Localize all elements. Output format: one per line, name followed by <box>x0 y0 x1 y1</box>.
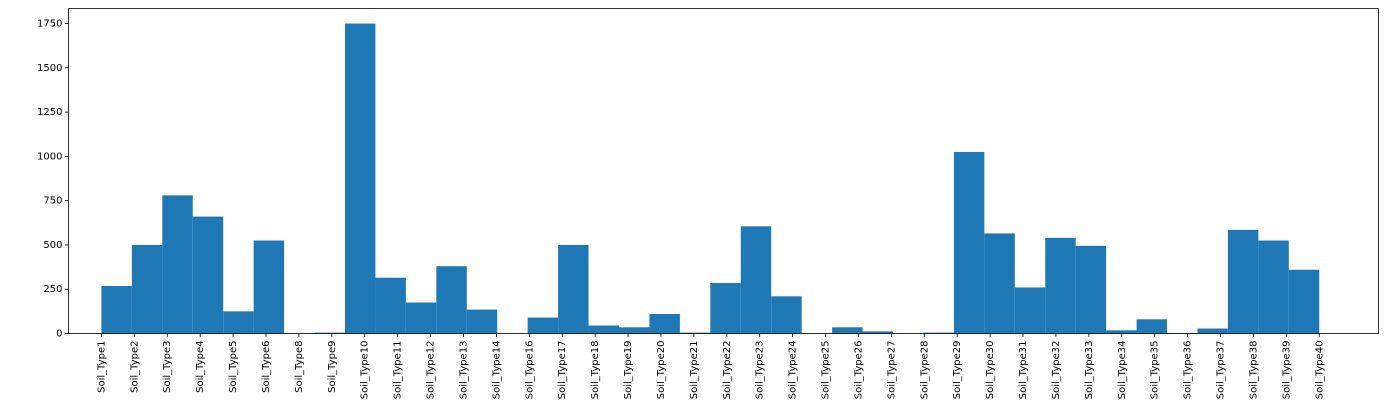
y-tick-label: 1000 <box>37 151 62 162</box>
bar <box>131 244 163 334</box>
x-tick-label: Soil_Type14 <box>491 341 502 400</box>
y-tick-label: 1250 <box>37 107 62 118</box>
bar <box>527 317 559 334</box>
x-tick-label: Soil_Type36 <box>1183 341 1194 400</box>
x-tick-label: Soil_Type27 <box>886 341 897 400</box>
bar <box>1227 229 1259 334</box>
bar <box>923 332 954 334</box>
bar <box>1014 287 1046 334</box>
bar <box>1045 237 1076 334</box>
y-tick-label: 500 <box>43 240 62 251</box>
x-tick-label: Soil_Type20 <box>656 341 667 400</box>
x-tick-label: Soil_Type30 <box>985 341 996 400</box>
x-tick-label: Soil_Type2 <box>129 341 140 393</box>
x-tick-label: Soil_Type26 <box>853 341 864 400</box>
x-tick-label: Soil_Type31 <box>1018 341 1029 400</box>
x-tick-label: Soil_Type10 <box>360 341 371 400</box>
bar <box>862 331 894 334</box>
bar <box>253 240 285 334</box>
x-tick-label: Soil_Type32 <box>1051 341 1062 400</box>
x-tick-label: Soil_Type25 <box>821 341 832 400</box>
x-tick-label: Soil_Type8 <box>294 341 305 393</box>
bar <box>1258 240 1289 334</box>
bar <box>649 314 680 334</box>
x-tick-label: Soil_Type11 <box>393 341 404 400</box>
x-tick-label: Soil_Type5 <box>228 341 239 393</box>
bar <box>618 327 650 334</box>
bar <box>162 195 193 334</box>
x-tick-label: Soil_Type16 <box>524 341 535 400</box>
bar <box>436 266 467 334</box>
x-tick-label: Soil_Type29 <box>952 341 963 400</box>
bar <box>1106 330 1137 334</box>
axes-frame <box>68 8 1379 334</box>
bar <box>832 327 863 334</box>
x-tick-label: Soil_Type17 <box>557 341 568 400</box>
y-tick-label: 1750 <box>37 19 62 30</box>
bar <box>1075 245 1107 334</box>
bar <box>405 302 437 334</box>
bar <box>558 244 589 334</box>
x-tick-label: Soil_Type9 <box>327 341 338 393</box>
bar <box>1288 269 1320 334</box>
x-tick-label: Soil_Type3 <box>162 341 173 393</box>
x-tick-label: Soil_Type12 <box>426 341 437 400</box>
bar <box>1136 319 1168 334</box>
x-tick-label: Soil_Type18 <box>590 341 601 400</box>
bar <box>771 296 802 334</box>
bar <box>466 309 498 334</box>
bar <box>375 277 406 334</box>
x-tick-label: Soil_Type40 <box>1314 341 1325 400</box>
bar <box>740 226 772 334</box>
bar <box>223 311 254 334</box>
bar <box>588 325 619 334</box>
x-tick-label: Soil_Type33 <box>1084 341 1095 400</box>
y-tick-label: 250 <box>43 284 62 295</box>
x-tick-label: Soil_Type24 <box>788 341 799 400</box>
x-tick-label: Soil_Type37 <box>1216 341 1227 400</box>
bar <box>344 23 376 334</box>
x-tick-label: Soil_Type21 <box>689 341 700 400</box>
y-tick-label: 1500 <box>37 63 62 74</box>
bar <box>953 151 985 334</box>
x-tick-label: Soil_Type1 <box>96 341 107 393</box>
x-tick-label: Soil_Type23 <box>755 341 766 400</box>
x-tick-label: Soil_Type34 <box>1117 341 1128 400</box>
bar <box>679 332 711 334</box>
bar <box>192 216 224 334</box>
x-tick-label: Soil_Type4 <box>195 341 206 393</box>
bar <box>710 283 741 334</box>
x-tick-label: Soil_Type6 <box>261 341 272 393</box>
x-tick-label: Soil_Type35 <box>1150 341 1161 400</box>
bar <box>101 286 132 334</box>
x-tick-label: Soil_Type38 <box>1248 341 1259 400</box>
x-tick-label: Soil_Type19 <box>623 341 634 400</box>
y-tick-label: 750 <box>43 196 62 207</box>
bar <box>1197 328 1228 334</box>
x-tick-label: Soil_Type39 <box>1281 341 1292 400</box>
x-tick-label: Soil_Type28 <box>919 341 930 400</box>
y-tick-label: 0 <box>56 329 62 340</box>
bar <box>314 332 345 334</box>
x-tick-label: Soil_Type13 <box>458 341 469 400</box>
bar <box>984 233 1015 334</box>
x-tick-label: Soil_Type22 <box>722 341 733 400</box>
